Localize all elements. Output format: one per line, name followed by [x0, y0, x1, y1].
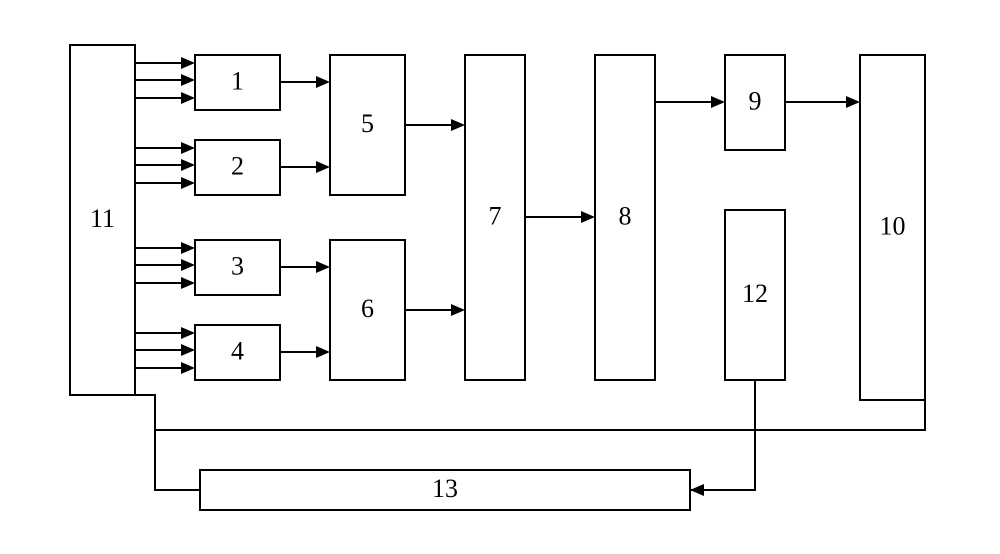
- node-n1-label: 1: [231, 66, 244, 95]
- block-diagram: 12345678910111213: [0, 0, 1000, 554]
- node-n12-label: 12: [742, 279, 768, 308]
- node-n2-label: 2: [231, 151, 244, 180]
- node-n10-label: 10: [880, 211, 906, 240]
- node-n4-label: 4: [231, 336, 244, 365]
- node-n3-label: 3: [231, 251, 244, 280]
- node-n11-label: 11: [90, 204, 115, 233]
- node-n13-label: 13: [432, 474, 458, 503]
- node-n5-label: 5: [361, 109, 374, 138]
- node-n6-label: 6: [361, 294, 374, 323]
- node-n7-label: 7: [489, 201, 502, 230]
- node-n9-label: 9: [749, 86, 762, 115]
- node-n8-label: 8: [619, 201, 632, 230]
